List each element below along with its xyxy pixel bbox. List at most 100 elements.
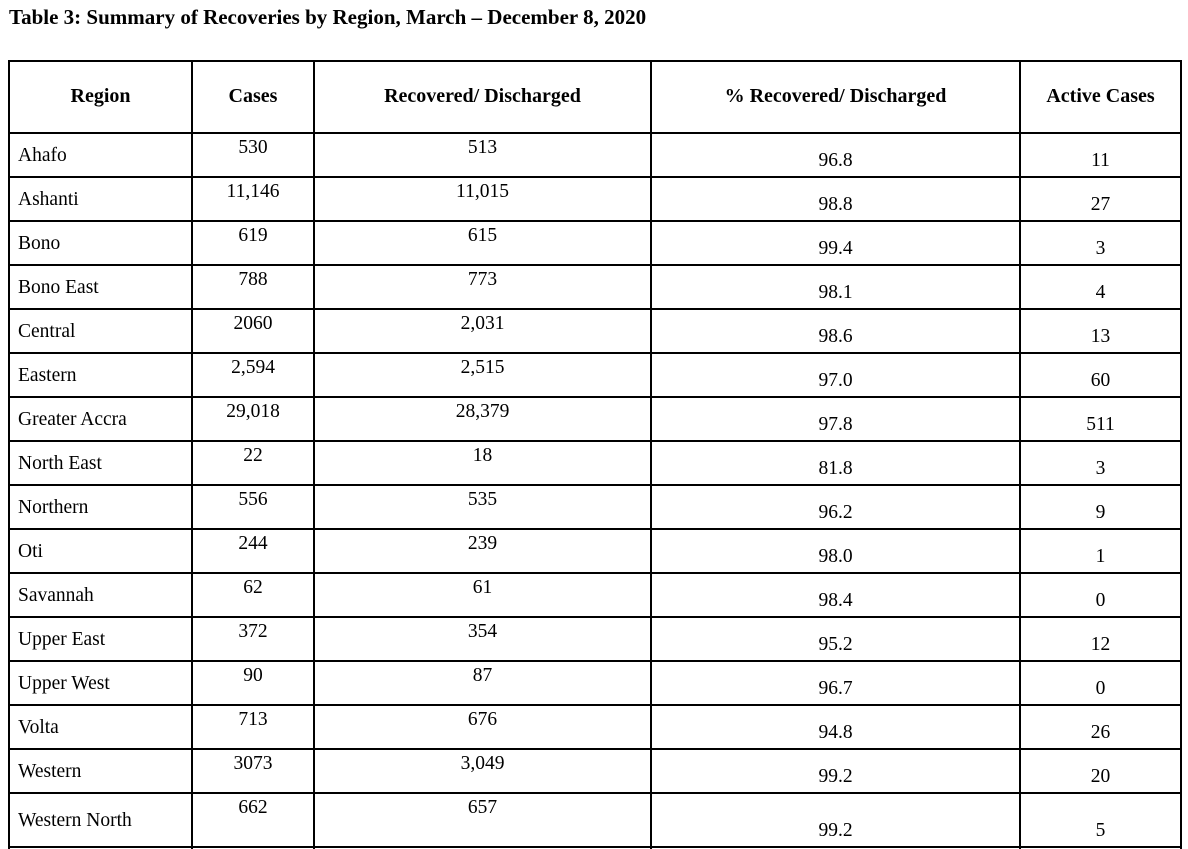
- cell-recovered: 87: [313, 660, 652, 707]
- column-header-pct-recovered: % Recovered/ Discharged: [650, 60, 1021, 135]
- cell-pct: 99.4: [650, 220, 1021, 267]
- table-row: Upper West 90 87 96.7 0: [8, 660, 1182, 707]
- table-title: Table 3: Summary of Recoveries by Region…: [9, 5, 647, 29]
- cell-active: 225: [1019, 846, 1182, 849]
- table-row: Bono East 788 773 98.1 4: [8, 264, 1182, 311]
- column-header-active-cases: Active Cases: [1019, 60, 1182, 135]
- cell-cases: 530: [191, 132, 315, 179]
- cell-active: 3: [1019, 440, 1182, 487]
- table-row: Western 3073 3,049 99.2 20: [8, 748, 1182, 795]
- cell-region: Bono East: [8, 264, 193, 311]
- cell-pct: 96.2: [650, 484, 1021, 531]
- cell-active: 12: [1019, 616, 1182, 663]
- cell-pct: 94.8: [650, 704, 1021, 751]
- cell-cases: 662: [191, 792, 315, 849]
- cell-active: 511: [1019, 396, 1182, 443]
- cell-cases: 619: [191, 220, 315, 267]
- cell-region: Upper West: [8, 660, 193, 707]
- cell-cases: 556: [191, 484, 315, 531]
- cell-region: Volta: [8, 704, 193, 751]
- cell-recovered: 3,049: [313, 748, 652, 795]
- recoveries-by-region-table: Region Cases Recovered/ Discharged % Rec…: [8, 60, 1182, 849]
- cell-pct: 96.7: [650, 660, 1021, 707]
- table-row: Western North 662 657 99.2 5: [8, 792, 1182, 849]
- table-row: Central 2060 2,031 98.6 13: [8, 308, 1182, 355]
- column-header-region: Region: [8, 60, 193, 135]
- table-row: Eastern 2,594 2,515 97.0 60: [8, 352, 1182, 399]
- table-row: Upper East 372 354 95.2 12: [8, 616, 1182, 663]
- cell-cases: 90: [191, 660, 315, 707]
- cell-cases: 384: [191, 846, 315, 849]
- cell-pct: 98.1: [650, 264, 1021, 311]
- table-row: Oti 244 239 98.0 1: [8, 528, 1182, 575]
- cell-active: 0: [1019, 660, 1182, 707]
- cell-active: 9: [1019, 484, 1182, 531]
- cell-region: Eastern: [8, 352, 193, 399]
- column-header-recovered: Recovered/ Discharged: [313, 60, 652, 135]
- cell-recovered: 159: [313, 846, 652, 849]
- cell-active: 11: [1019, 132, 1182, 179]
- cell-region: North East: [8, 440, 193, 487]
- table-row: Northern 556 535 96.2 9: [8, 484, 1182, 531]
- cell-active: 60: [1019, 352, 1182, 399]
- cell-region: Western North: [8, 792, 193, 849]
- cell-recovered: 513: [313, 132, 652, 179]
- cell-region: Greater Accra: [8, 396, 193, 443]
- cell-region: Bono: [8, 220, 193, 267]
- cell-recovered: 2,515: [313, 352, 652, 399]
- cell-cases: 62: [191, 572, 315, 619]
- cell-pct: 96.8: [650, 132, 1021, 179]
- cell-cases: 788: [191, 264, 315, 311]
- cell-active: 20: [1019, 748, 1182, 795]
- cell-pct: 99.2: [650, 792, 1021, 849]
- cell-region: Oti: [8, 528, 193, 575]
- table-row: North East 22 18 81.8 3: [8, 440, 1182, 487]
- table-row: International travelers(KIA)38415941.422…: [8, 846, 1182, 849]
- cell-region: International travelers(KIA): [8, 846, 193, 849]
- cell-recovered: 535: [313, 484, 652, 531]
- cell-pct: 97.0: [650, 352, 1021, 399]
- cell-active: 1: [1019, 528, 1182, 575]
- cell-recovered: 354: [313, 616, 652, 663]
- cell-cases: 29,018: [191, 396, 315, 443]
- header-row: Region Cases Recovered/ Discharged % Rec…: [8, 60, 1182, 135]
- cell-active: 4: [1019, 264, 1182, 311]
- cell-recovered: 61: [313, 572, 652, 619]
- cell-pct: 98.6: [650, 308, 1021, 355]
- table-row: Ashanti 11,146 11,015 98.8 27: [8, 176, 1182, 223]
- cell-cases: 22: [191, 440, 315, 487]
- cell-cases: 372: [191, 616, 315, 663]
- cell-pct: 81.8: [650, 440, 1021, 487]
- cell-pct: 97.8: [650, 396, 1021, 443]
- cell-pct: 41.4: [650, 846, 1021, 849]
- cell-active: 27: [1019, 176, 1182, 223]
- table-row: Greater Accra 29,018 28,379 97.8 511: [8, 396, 1182, 443]
- cell-cases: 3073: [191, 748, 315, 795]
- cell-cases: 11,146: [191, 176, 315, 223]
- cell-cases: 2,594: [191, 352, 315, 399]
- cell-pct: 95.2: [650, 616, 1021, 663]
- cell-recovered: 239: [313, 528, 652, 575]
- cell-cases: 2060: [191, 308, 315, 355]
- cell-active: 26: [1019, 704, 1182, 751]
- table-row: Savannah 62 61 98.4 0: [8, 572, 1182, 619]
- table-body: Ahafo 530 513 96.8 11 Ashanti 11,146 11,015 98.8…: [8, 132, 1182, 849]
- cell-recovered: 18: [313, 440, 652, 487]
- cell-region: Ashanti: [8, 176, 193, 223]
- cell-recovered: 11,015: [313, 176, 652, 223]
- cell-active: 0: [1019, 572, 1182, 619]
- cell-pct: 98.0: [650, 528, 1021, 575]
- cell-recovered: 657: [313, 792, 652, 849]
- cell-cases: 244: [191, 528, 315, 575]
- cell-region: Savannah: [8, 572, 193, 619]
- table-row: Volta 713 676 94.8 26: [8, 704, 1182, 751]
- cell-region: Western: [8, 748, 193, 795]
- cell-recovered: 2,031: [313, 308, 652, 355]
- cell-recovered: 28,379: [313, 396, 652, 443]
- cell-active: 13: [1019, 308, 1182, 355]
- cell-region: Central: [8, 308, 193, 355]
- cell-region: Upper East: [8, 616, 193, 663]
- cell-pct: 99.2: [650, 748, 1021, 795]
- cell-active: 3: [1019, 220, 1182, 267]
